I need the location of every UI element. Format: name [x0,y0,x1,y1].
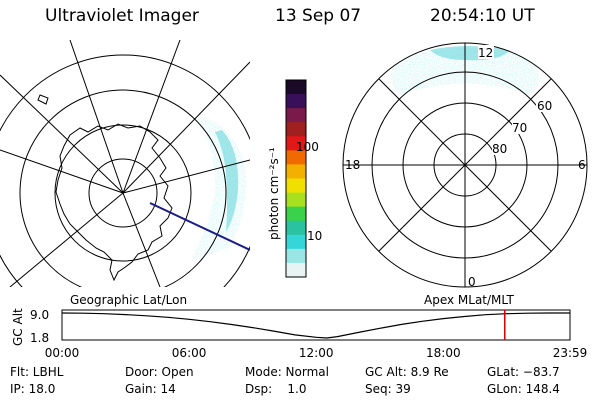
mlt-label-0: 0 [468,275,476,289]
colorbar-swatch [286,150,306,166]
ytick-label-top: 9.0 [30,308,49,322]
colorbar-swatch [286,248,306,264]
colorbar-swatch [286,262,306,278]
xtick-label: 00:00 [45,346,80,360]
xtick-label: 06:00 [172,346,207,360]
colorbar-tick-100: 100 [296,140,319,154]
date-label: 13 Sep 07 [275,6,362,26]
filter-readout: Flt: LBHL [10,365,64,379]
colorbar [285,79,307,278]
xtick-label: 23:59 [553,346,588,360]
mode-readout: Mode: Normal [245,365,329,379]
mlt-label-6: 6 [578,158,586,172]
colorbar-swatch [286,220,306,236]
aurora-core-geographic [215,130,239,232]
colorbar-swatch [286,136,306,151]
glat-readout: GLat: −83.7 [487,365,560,379]
antarctica-coastline [55,123,173,282]
mlat-label-60: 60 [537,99,552,113]
glon-readout: GLon: 148.4 [487,382,560,396]
colorbar-swatch [286,178,306,194]
colorbar-swatch [286,192,306,208]
geographic-caption: Geographic Lat/Lon [70,293,187,307]
colorbar-swatch [286,234,306,250]
ytick-label-bottom: 1.8 [30,331,49,345]
satellite-track [149,202,250,251]
colorbar-swatch [286,206,306,222]
dsp-readout: Dsp: 1.0 [245,382,307,396]
door-readout: Door: Open [125,365,194,379]
colorbar-swatch [286,80,306,95]
seq-readout: Seq: 39 [365,382,411,396]
colorbar-swatch [286,108,306,123]
colorbar-tick-10: 10 [307,229,322,243]
gain-readout: Gain: 14 [125,382,176,396]
mlat-label-80: 80 [492,142,507,156]
magnetic-caption: Apex MLat/MLT [424,293,514,307]
colorbar-frame [285,79,307,278]
instrument-title: Ultraviolet Imager [45,6,199,26]
colorbar-swatch [286,164,306,180]
gc-alt-readout: GC Alt: 8.9 Re [365,365,449,379]
colorbar-units-label: photon cm⁻²s⁻¹ [267,147,281,240]
time-label: 20:54:10 UT [430,6,535,26]
altitude-series-line [61,312,570,339]
altitude-axis-label: GC Alt [11,308,25,346]
aurora-oval-geographic [190,118,247,260]
mlt-label-18: 18 [345,158,360,172]
altitude-chart: GC Alt 9.0 1.8 00:00 06:00 12:00 18:00 23:59 [11,308,587,360]
ip-readout: IP: 18.0 [10,382,56,396]
colorbar-swatch [286,122,306,137]
magnetic-map: 12 18 6 0 60 70 80 [342,42,588,289]
xtick-label: 12:00 [299,346,334,360]
geographic-map [0,40,250,287]
mlat-label-70: 70 [512,121,527,135]
mlt-label-12: 12 [478,46,493,60]
colorbar-swatch [286,94,306,109]
xtick-label: 18:00 [426,346,461,360]
